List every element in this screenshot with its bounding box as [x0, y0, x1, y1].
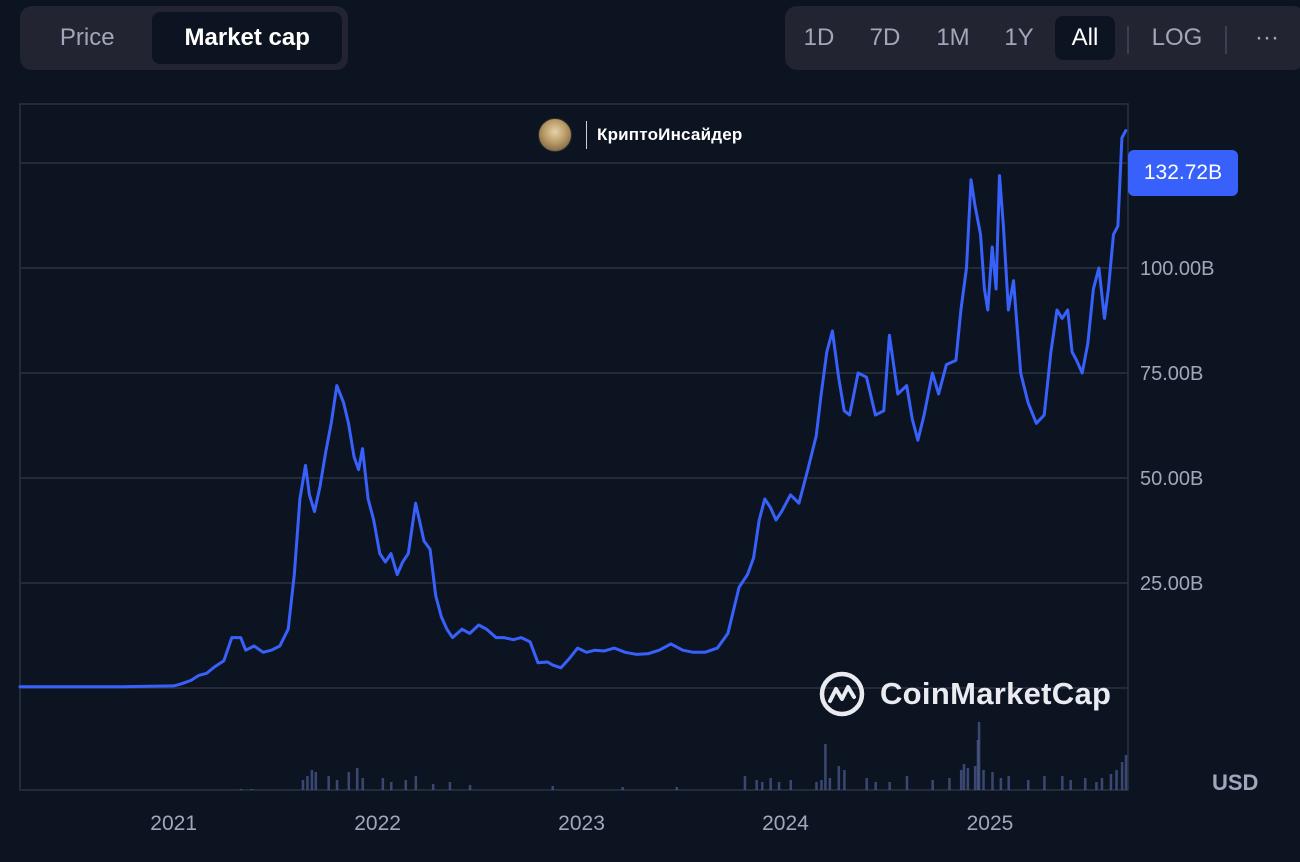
volume-bar — [755, 780, 758, 790]
volume-bar — [743, 776, 747, 790]
volume-bar — [1043, 776, 1046, 790]
volume-bar — [1109, 774, 1113, 790]
volume-bar — [1069, 780, 1072, 790]
range-1y-button[interactable]: 1Y — [1004, 24, 1034, 51]
volume-bar — [1083, 778, 1087, 790]
volume-bar — [977, 722, 981, 790]
range-all-button[interactable]: All — [1055, 16, 1115, 60]
volume-bar — [327, 776, 330, 790]
volume-bar — [973, 766, 977, 790]
market-cap-line — [18, 129, 1128, 689]
volume-bar — [431, 784, 435, 790]
volume-bar — [1115, 770, 1118, 790]
volume-bar — [865, 778, 869, 790]
avatar-icon — [538, 118, 572, 152]
y-tick-label: 75.00B — [1140, 363, 1203, 385]
x-tick-label: 2021 — [150, 812, 197, 835]
x-tick-label: 2023 — [558, 812, 605, 835]
volume-bar — [789, 780, 793, 790]
volume-bar — [250, 789, 253, 790]
volume-bar — [1026, 780, 1030, 790]
volume-bar — [1007, 776, 1010, 790]
plot-frame — [19, 103, 1129, 791]
volume-bar — [828, 778, 832, 790]
volume-bars — [239, 722, 1128, 790]
range-1m-button[interactable]: 1M — [936, 24, 970, 51]
volume-bar — [843, 770, 846, 790]
volume-bar — [982, 770, 985, 790]
current-value-tag: 132.72B — [1128, 150, 1238, 196]
volume-bar — [314, 772, 318, 790]
volume-bar — [991, 772, 994, 790]
volume-bar — [948, 778, 951, 790]
volume-bar — [888, 782, 891, 790]
volume-bar — [239, 789, 243, 790]
y-tick-label: 25.00B — [1140, 573, 1203, 595]
volume-bar — [1061, 776, 1064, 790]
volume-bar — [931, 780, 934, 790]
volume-bar — [769, 778, 772, 790]
volume-bar — [381, 778, 385, 790]
volume-bar — [361, 778, 365, 790]
volume-bar — [824, 744, 827, 790]
volume-bar — [448, 782, 452, 790]
x-axis-labels: 2021 2022 2023 2024 2025 — [150, 812, 1013, 835]
volume-bar — [966, 768, 970, 790]
watermark-divider — [586, 121, 587, 149]
volume-bar — [962, 764, 966, 790]
volume-bar — [959, 770, 963, 790]
volume-bar — [1095, 782, 1098, 790]
range-divider — [1127, 26, 1129, 54]
range-selector: 1D 7D 1M 1Y All LOG ··· — [785, 6, 1300, 70]
volume-bar — [390, 782, 393, 790]
volume-bar — [905, 776, 909, 790]
volume-bar — [1100, 778, 1104, 790]
volume-bar — [404, 780, 408, 790]
coinmarketcap-text: CoinMarketCap — [880, 676, 1112, 711]
volume-bar — [777, 782, 781, 790]
coinmarketcap-logo-icon — [819, 671, 865, 717]
volume-bar — [301, 780, 305, 790]
volume-bar — [414, 776, 418, 790]
coinmarketcap-watermark: CoinMarketCap — [818, 670, 1111, 718]
tab-price[interactable]: Price — [59, 24, 115, 51]
volume-bar — [815, 782, 818, 790]
volume-bar — [468, 785, 472, 790]
tab-market-cap[interactable]: Market cap — [152, 12, 342, 64]
x-tick-label: 2025 — [967, 812, 1014, 835]
range-1d-button[interactable]: 1D — [803, 24, 835, 51]
currency-label: USD — [1212, 770, 1259, 795]
volume-bar — [1120, 762, 1124, 790]
volume-bar — [837, 766, 841, 790]
log-scale-button[interactable]: LOG — [1151, 24, 1203, 51]
x-tick-label: 2024 — [762, 812, 809, 835]
volume-bar — [347, 772, 351, 790]
range-divider — [1225, 26, 1227, 54]
volume-bar — [355, 768, 359, 790]
range-7d-button[interactable]: 7D — [869, 24, 901, 51]
watermark-text: КриптоИнсайдер — [597, 125, 743, 144]
volume-bar — [551, 786, 554, 790]
metric-toggle: Price Market cap — [20, 6, 348, 70]
y-tick-label: 50.00B — [1140, 468, 1203, 490]
volume-bar — [675, 787, 679, 790]
volume-bar — [306, 776, 309, 790]
grid-lines — [19, 103, 1129, 791]
volume-bar — [820, 780, 823, 790]
volume-bar — [310, 770, 314, 790]
y-tick-label: 100.00B — [1140, 258, 1215, 280]
ellipsis-icon[interactable]: ··· — [1255, 24, 1279, 51]
volume-bar — [999, 778, 1003, 790]
volume-bar — [621, 787, 624, 790]
volume-bar — [761, 782, 764, 790]
top-watermark: КриптоИнсайдер — [538, 118, 742, 152]
x-tick-label: 2022 — [354, 812, 401, 835]
volume-bar — [874, 782, 877, 790]
volume-bar — [335, 780, 339, 790]
volume-bar — [1124, 755, 1128, 790]
